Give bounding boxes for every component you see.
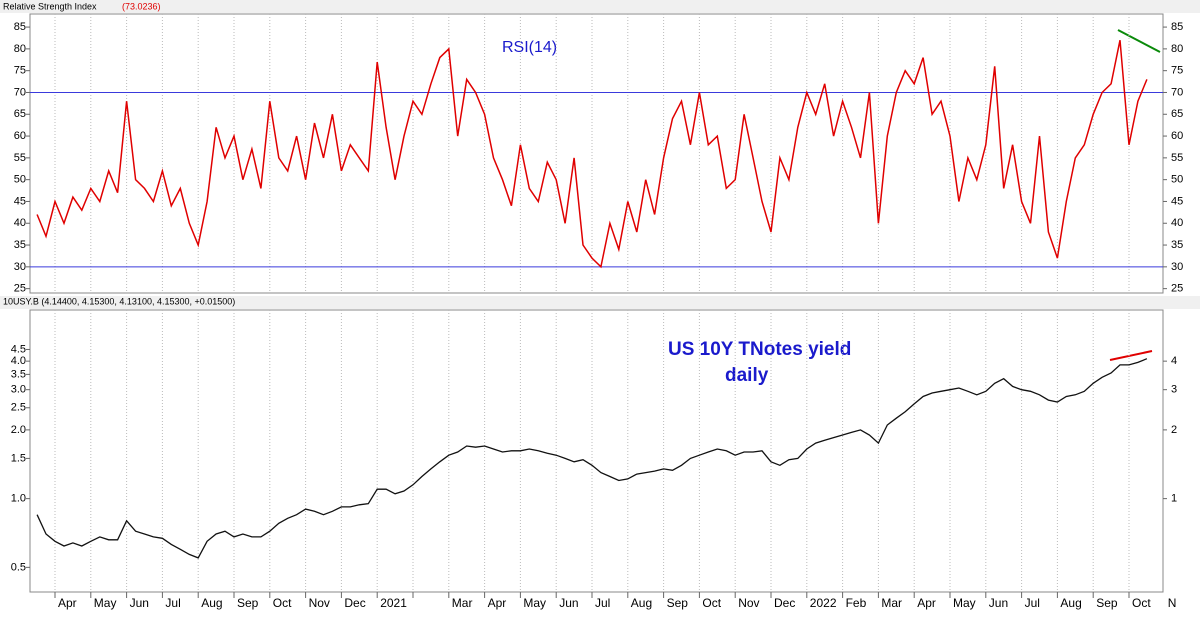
x-tick-label: Sep	[237, 596, 259, 610]
y-tick-label: 60	[14, 130, 26, 142]
rsi-header	[0, 0, 1200, 13]
x-tick-label: Jun	[130, 596, 149, 610]
y-tick-label: 3	[1171, 384, 1177, 396]
x-tick-label: N	[1168, 596, 1177, 610]
y-tick-label: 65	[1171, 108, 1183, 120]
x-tick-label: Sep	[1096, 596, 1118, 610]
y-tick-label: 1.0	[11, 493, 26, 505]
x-tick-label: Oct	[273, 596, 292, 610]
rsi-panel	[29, 13, 1164, 294]
x-tick-label: Jul	[595, 596, 610, 610]
x-tick-label: Apr	[488, 596, 507, 610]
rsi-title: Relative Strength Index	[3, 1, 97, 11]
y-tick-label: 0.5	[11, 561, 26, 573]
x-tick-label: Feb	[846, 596, 867, 610]
y-tick-label: 55	[14, 152, 26, 164]
y-tick-label: 45	[1171, 195, 1183, 207]
x-tick-label: Jun	[989, 596, 1008, 610]
y-tick-label: 70	[14, 86, 26, 98]
x-tick-label: Dec	[774, 596, 795, 610]
x-tick-label: 2021	[380, 596, 407, 610]
y-tick-label: 85	[1171, 21, 1183, 33]
y-tick-label: 2.0	[11, 424, 26, 436]
y-tick-label: 80	[1171, 43, 1183, 55]
y-tick-label: 40	[1171, 217, 1183, 229]
y-tick-label: 65	[14, 108, 26, 120]
x-tick-label: Aug	[631, 596, 652, 610]
y-tick-label: 60	[1171, 130, 1183, 142]
y-tick-label: 3.0	[11, 384, 26, 396]
trendline	[1117, 29, 1161, 53]
x-tick-label: Apr	[917, 596, 936, 610]
yield-header	[0, 296, 1200, 309]
yield-title: 10USY.B (4.14400, 4.15300, 4.13100, 4.15…	[3, 296, 235, 306]
x-tick-label: 2022	[810, 596, 837, 610]
y-tick-label: 50	[1171, 174, 1183, 186]
x-tick-label: Aug	[201, 596, 222, 610]
x-tick-label: May	[94, 596, 117, 610]
y-tick-label: 25	[14, 283, 26, 295]
x-tick-label: Apr	[58, 596, 77, 610]
y-tick-label: 30	[1171, 261, 1183, 273]
y-tick-label: 2	[1171, 424, 1177, 436]
y-tick-label: 35	[14, 239, 26, 251]
series-line	[36, 40, 1148, 269]
y-tick-label: 35	[1171, 239, 1183, 251]
x-tick-label: Mar	[452, 596, 473, 610]
x-tick-label: Jul	[165, 596, 180, 610]
x-tick-label: Sep	[667, 596, 689, 610]
y-tick-label: 30	[14, 261, 26, 273]
y-tick-label: 4	[1171, 355, 1177, 367]
trendline	[1109, 350, 1153, 361]
x-tick-label: May	[523, 596, 546, 610]
x-tick-label: Aug	[1060, 596, 1081, 610]
y-tick-label: 3.5	[11, 368, 26, 380]
x-tick-label: Nov	[309, 596, 330, 610]
y-tick-label: 1	[1171, 493, 1177, 505]
y-tick-label: 80	[14, 43, 26, 55]
y-tick-label: 1.5	[11, 452, 26, 464]
y-tick-label: 50	[14, 174, 26, 186]
y-tick-label: 2.5	[11, 402, 26, 414]
y-tick-label: 55	[1171, 152, 1183, 164]
x-tick-label: Oct	[1132, 596, 1151, 610]
y-tick-label: 85	[14, 21, 26, 33]
x-tick-label: Jul	[1025, 596, 1040, 610]
yield-panel	[29, 309, 1164, 593]
y-tick-label: 75	[14, 65, 26, 77]
x-tick-label: Mar	[881, 596, 902, 610]
yield-annotation: daily	[725, 365, 769, 386]
y-tick-label: 4.5	[11, 343, 26, 355]
y-tick-label: 70	[1171, 86, 1183, 98]
y-tick-label: 25	[1171, 283, 1183, 295]
y-tick-label: 45	[14, 195, 26, 207]
y-tick-label: 75	[1171, 65, 1183, 77]
y-tick-label: 4.0	[11, 355, 26, 367]
rsi-annotation: RSI(14)	[502, 39, 557, 56]
x-tick-label: Jun	[559, 596, 578, 610]
yield-annotation: US 10Y TNotes yield	[668, 339, 851, 360]
x-tick-label: Nov	[738, 596, 759, 610]
y-tick-label: 40	[14, 217, 26, 229]
x-tick-label: May	[953, 596, 976, 610]
series-line	[36, 358, 1148, 559]
x-tick-label: Dec	[344, 596, 365, 610]
rsi-subtitle: (73.0236)	[122, 1, 161, 11]
x-tick-label: Oct	[702, 596, 721, 610]
